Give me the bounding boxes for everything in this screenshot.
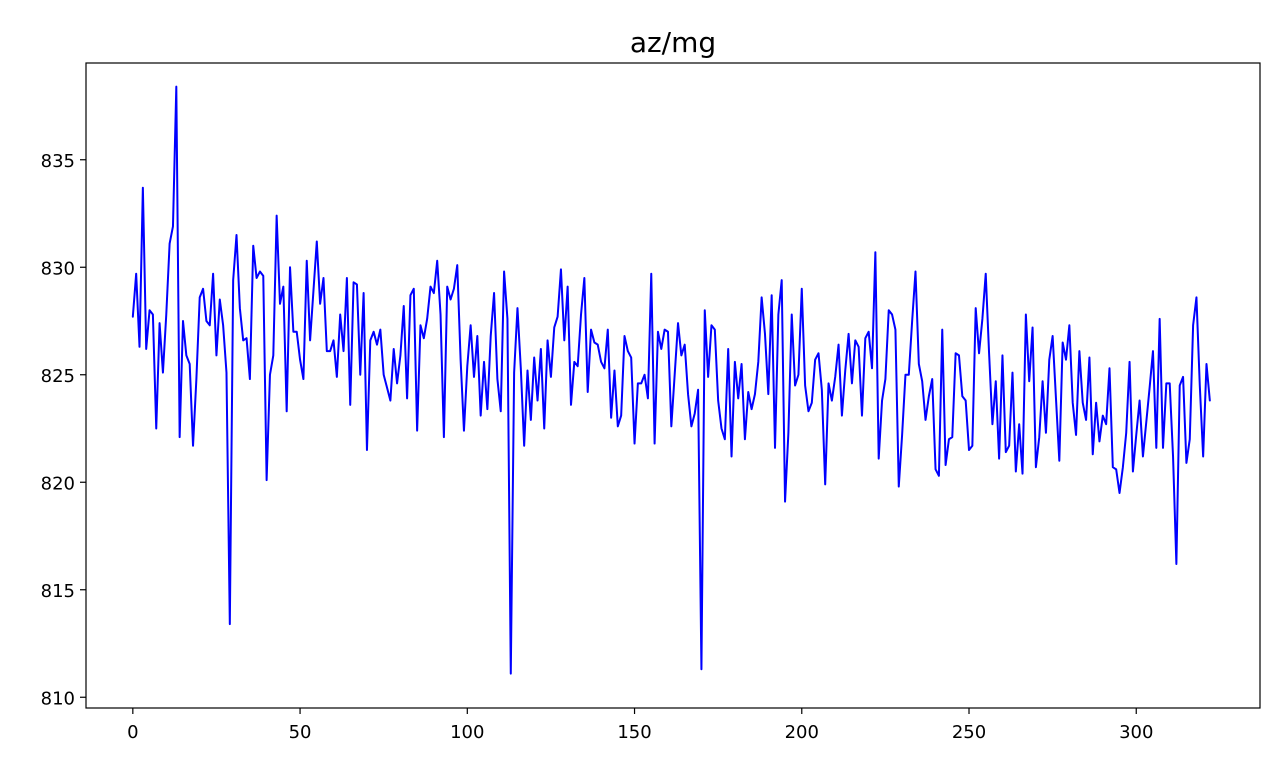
y-tick-label: 815 <box>41 581 75 602</box>
x-tick-label: 200 <box>785 722 819 743</box>
y-tick-label: 835 <box>41 151 75 172</box>
x-tick-label: 250 <box>952 722 986 743</box>
x-axis: 0 50 100 150 200 250 300 <box>127 708 1153 743</box>
y-axis: 810 815 820 825 830 835 <box>41 151 86 709</box>
y-tick-label: 820 <box>41 473 75 494</box>
y-tick-label: 825 <box>41 366 75 387</box>
x-tick-label: 300 <box>1119 722 1153 743</box>
series-line <box>131 85 1211 675</box>
chart-title: az/mg <box>630 26 716 59</box>
axes-frame <box>85 62 1261 709</box>
x-tick-label: 150 <box>617 722 651 743</box>
x-tick-label: 100 <box>450 722 484 743</box>
y-tick-label: 830 <box>41 258 75 279</box>
y-tick-label: 810 <box>41 688 75 709</box>
x-tick-label: 0 <box>127 722 138 743</box>
x-tick-label: 50 <box>289 722 312 743</box>
plot-area: 0 50 100 150 200 250 300 810 815 820 825 830 835 <box>41 62 1261 743</box>
